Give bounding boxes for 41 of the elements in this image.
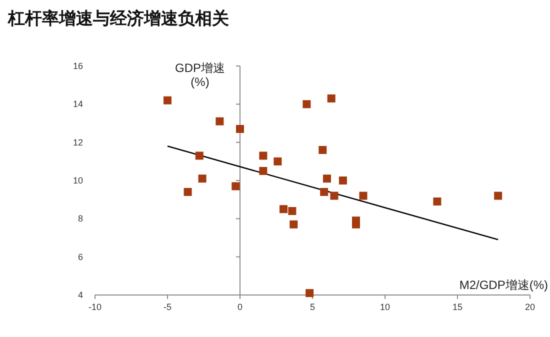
point xyxy=(198,174,206,183)
point xyxy=(195,152,204,160)
point xyxy=(359,192,368,200)
point xyxy=(232,182,240,190)
point xyxy=(433,197,442,206)
x-axis-title: M2/GDP增速(%) xyxy=(459,278,548,292)
y-axis-title: GDP增速 (%) xyxy=(174,61,226,89)
x-tick-label: 5 xyxy=(310,302,316,312)
x-tick-label: -5 xyxy=(163,302,172,312)
point xyxy=(164,96,172,104)
y-tick-label: 8 xyxy=(78,214,83,224)
y-tick-label: 6 xyxy=(78,252,83,262)
y-tick-label: 14 xyxy=(72,99,83,110)
y-tick-label: 16 xyxy=(72,61,83,71)
point xyxy=(236,124,244,133)
x-tick-label: 15 xyxy=(452,302,463,312)
x-tick-label: -10 xyxy=(88,302,102,312)
point xyxy=(280,205,288,214)
x-tick-label: 10 xyxy=(380,302,390,312)
point xyxy=(327,94,336,102)
point xyxy=(259,166,268,175)
y-tick-label: 12 xyxy=(72,137,83,148)
point xyxy=(184,188,192,196)
x-tick-label: 20 xyxy=(524,302,536,312)
point xyxy=(330,192,338,200)
x-tick-label: 0 xyxy=(237,302,243,312)
point xyxy=(320,188,328,196)
point xyxy=(302,100,311,108)
y-tick-label: 4 xyxy=(78,290,83,300)
point xyxy=(323,174,331,183)
point xyxy=(494,192,502,200)
point xyxy=(318,146,327,154)
point xyxy=(274,157,282,166)
point xyxy=(259,152,268,160)
point xyxy=(290,220,298,228)
y-tick-label: 10 xyxy=(72,176,83,186)
point xyxy=(338,176,347,184)
point xyxy=(216,117,224,126)
point xyxy=(288,207,296,216)
point xyxy=(306,289,314,298)
chart-title: 杠杆率增速与经济增速负相关 xyxy=(7,9,229,28)
